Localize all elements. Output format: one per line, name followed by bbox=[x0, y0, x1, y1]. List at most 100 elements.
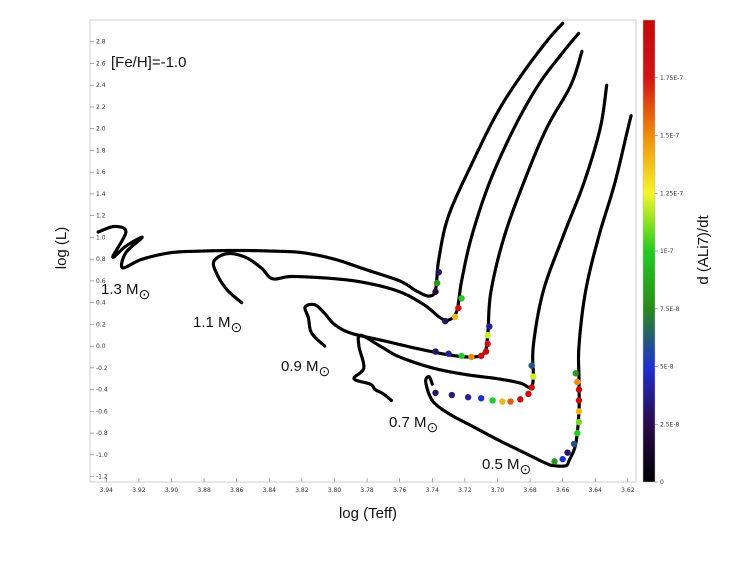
y-tick-label: 2.2 bbox=[96, 104, 106, 111]
rate-marker bbox=[528, 384, 535, 391]
x-tick-label: 3.66 bbox=[556, 487, 570, 494]
rate-marker bbox=[482, 348, 490, 355]
y-tick-label: 1.8 bbox=[96, 147, 106, 154]
x-tick-label: 3.80 bbox=[328, 487, 342, 494]
y-tick-label: 0.0 bbox=[96, 343, 106, 350]
rate-marker bbox=[564, 449, 571, 456]
rate-marker bbox=[574, 378, 581, 386]
x-tick-label: 3.70 bbox=[491, 487, 505, 494]
colorbar-tick-label: 1.5E-7 bbox=[660, 133, 679, 140]
colorbar-tick-label: 7.5E-8 bbox=[660, 306, 679, 313]
rate-marker bbox=[575, 386, 583, 393]
mass-label-text: 1.1 M bbox=[193, 314, 231, 331]
colorbar-label: d (ALi7)/dt bbox=[695, 215, 712, 285]
colorbar-tick-label: 0 bbox=[660, 479, 664, 486]
sun-symbol-icon: ⊙ bbox=[231, 319, 243, 335]
x-tick-label: 3.76 bbox=[393, 487, 407, 494]
x-tick-label: 3.64 bbox=[589, 487, 603, 494]
rate-marker bbox=[445, 350, 452, 357]
rate-marker bbox=[525, 390, 532, 398]
y-tick-label: -0.6 bbox=[96, 408, 108, 415]
sun-symbol-icon: ⊙ bbox=[139, 286, 151, 302]
rate-marker bbox=[574, 429, 581, 437]
rate-marker bbox=[458, 295, 465, 302]
y-tick-label: -0.4 bbox=[96, 387, 108, 394]
y-axis-label: log (L) bbox=[53, 227, 70, 270]
mass-label: 0.9 M⊙ bbox=[281, 358, 330, 379]
y-tick-label: 2.0 bbox=[96, 126, 106, 133]
rate-marker bbox=[442, 317, 449, 325]
y-tick-label: -0.8 bbox=[96, 430, 108, 437]
rate-marker bbox=[551, 458, 558, 465]
y-tick-label: 0.6 bbox=[96, 278, 106, 285]
mass-label: 1.1 M⊙ bbox=[193, 314, 242, 335]
colorbar-tick-label: 2.5E-8 bbox=[660, 421, 679, 428]
sun-symbol-icon: ⊙ bbox=[520, 461, 532, 477]
y-tick-label: 1.6 bbox=[96, 169, 106, 176]
mass-label: 1.3 M⊙ bbox=[101, 281, 150, 302]
rate-marker bbox=[486, 323, 493, 330]
rate-marker bbox=[433, 279, 441, 287]
rate-marker bbox=[448, 391, 456, 399]
colorbar-tick-label: 1E-7 bbox=[660, 248, 674, 255]
sun-symbol-icon: ⊙ bbox=[427, 419, 439, 435]
y-tick-label: 1.4 bbox=[96, 191, 106, 198]
x-tick-label: 3.94 bbox=[100, 487, 114, 494]
x-tick-label: 3.84 bbox=[263, 487, 277, 494]
x-tick-label: 3.92 bbox=[132, 487, 146, 494]
track-line-3 bbox=[352, 83, 609, 403]
rate-marker bbox=[507, 398, 514, 405]
track-line-4 bbox=[424, 114, 633, 468]
rate-marker bbox=[477, 352, 485, 360]
colorbar-tick-label: 5E-8 bbox=[660, 364, 674, 371]
rate-marker bbox=[570, 440, 578, 448]
lithium-rate-markers bbox=[432, 268, 583, 465]
colorbar bbox=[642, 19, 656, 483]
rate-marker bbox=[458, 352, 465, 360]
rate-marker bbox=[468, 353, 475, 361]
rate-marker bbox=[575, 408, 583, 415]
x-tick-label: 3.88 bbox=[197, 487, 211, 494]
rate-marker bbox=[435, 268, 442, 276]
sun-symbol-icon: ⊙ bbox=[319, 363, 331, 379]
mass-label: 0.7 M⊙ bbox=[389, 414, 438, 435]
y-tick-label: 2.4 bbox=[96, 82, 106, 89]
mass-label-text: 0.7 M bbox=[389, 414, 427, 431]
rate-marker bbox=[575, 397, 583, 404]
y-tick-label: 0.8 bbox=[96, 256, 106, 263]
x-tick-label: 3.72 bbox=[458, 487, 472, 494]
y-axis-ticks: -1.2 -1.0 -0.8 -0.6 -0.4 -0.2 0.0 0.2 0.4 0.6 0.8 1… bbox=[90, 39, 108, 481]
mass-label-text: 1.3 M bbox=[101, 281, 139, 298]
rate-marker bbox=[432, 348, 439, 355]
rate-marker bbox=[477, 395, 485, 402]
x-tick-label: 3.74 bbox=[426, 487, 440, 494]
rate-marker bbox=[528, 362, 535, 369]
rate-marker bbox=[484, 340, 491, 348]
mass-label: 0.5 M⊙ bbox=[482, 456, 531, 477]
rate-marker bbox=[517, 396, 524, 403]
rate-marker bbox=[575, 419, 583, 426]
rate-marker bbox=[464, 394, 472, 401]
rate-marker bbox=[432, 288, 439, 295]
x-tick-label: 3.62 bbox=[621, 487, 635, 494]
track-line-0 bbox=[96, 21, 565, 298]
rate-marker bbox=[432, 389, 439, 397]
metallicity-annotation: [Fe/H]=-1.0 bbox=[111, 54, 186, 71]
rate-marker bbox=[559, 455, 566, 463]
colorbar-tick-label: 1.25E-7 bbox=[660, 190, 683, 197]
rate-marker bbox=[499, 398, 506, 405]
y-tick-label: 0.2 bbox=[96, 321, 106, 328]
rate-marker bbox=[455, 304, 462, 312]
x-tick-label: 3.90 bbox=[165, 487, 179, 494]
mass-label-text: 0.9 M bbox=[281, 358, 319, 375]
colorbar-ticks: 0 2.5E-8 5E-8 7.5E-8 1E-7 1.25E-7 1.5E-7 1.75E-… bbox=[655, 75, 683, 486]
x-axis-ticks: 3.94 3.92 3.90 3.88 3.86 3.84 3.82 3.80 3.78 3.76… bbox=[100, 478, 635, 494]
x-tick-label: 3.68 bbox=[523, 487, 537, 494]
rate-marker bbox=[572, 370, 579, 377]
x-tick-label: 3.78 bbox=[360, 487, 374, 494]
x-tick-label: 3.82 bbox=[295, 487, 309, 494]
y-tick-label: -1.2 bbox=[96, 474, 108, 481]
y-tick-label: 1.2 bbox=[96, 213, 106, 220]
mass-labels: 1.3 M⊙1.1 M⊙0.9 M⊙0.7 M⊙0.5 M⊙ bbox=[101, 281, 531, 477]
